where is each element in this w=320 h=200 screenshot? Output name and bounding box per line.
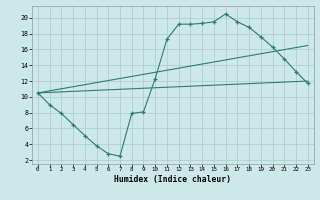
X-axis label: Humidex (Indice chaleur): Humidex (Indice chaleur) [114, 175, 231, 184]
